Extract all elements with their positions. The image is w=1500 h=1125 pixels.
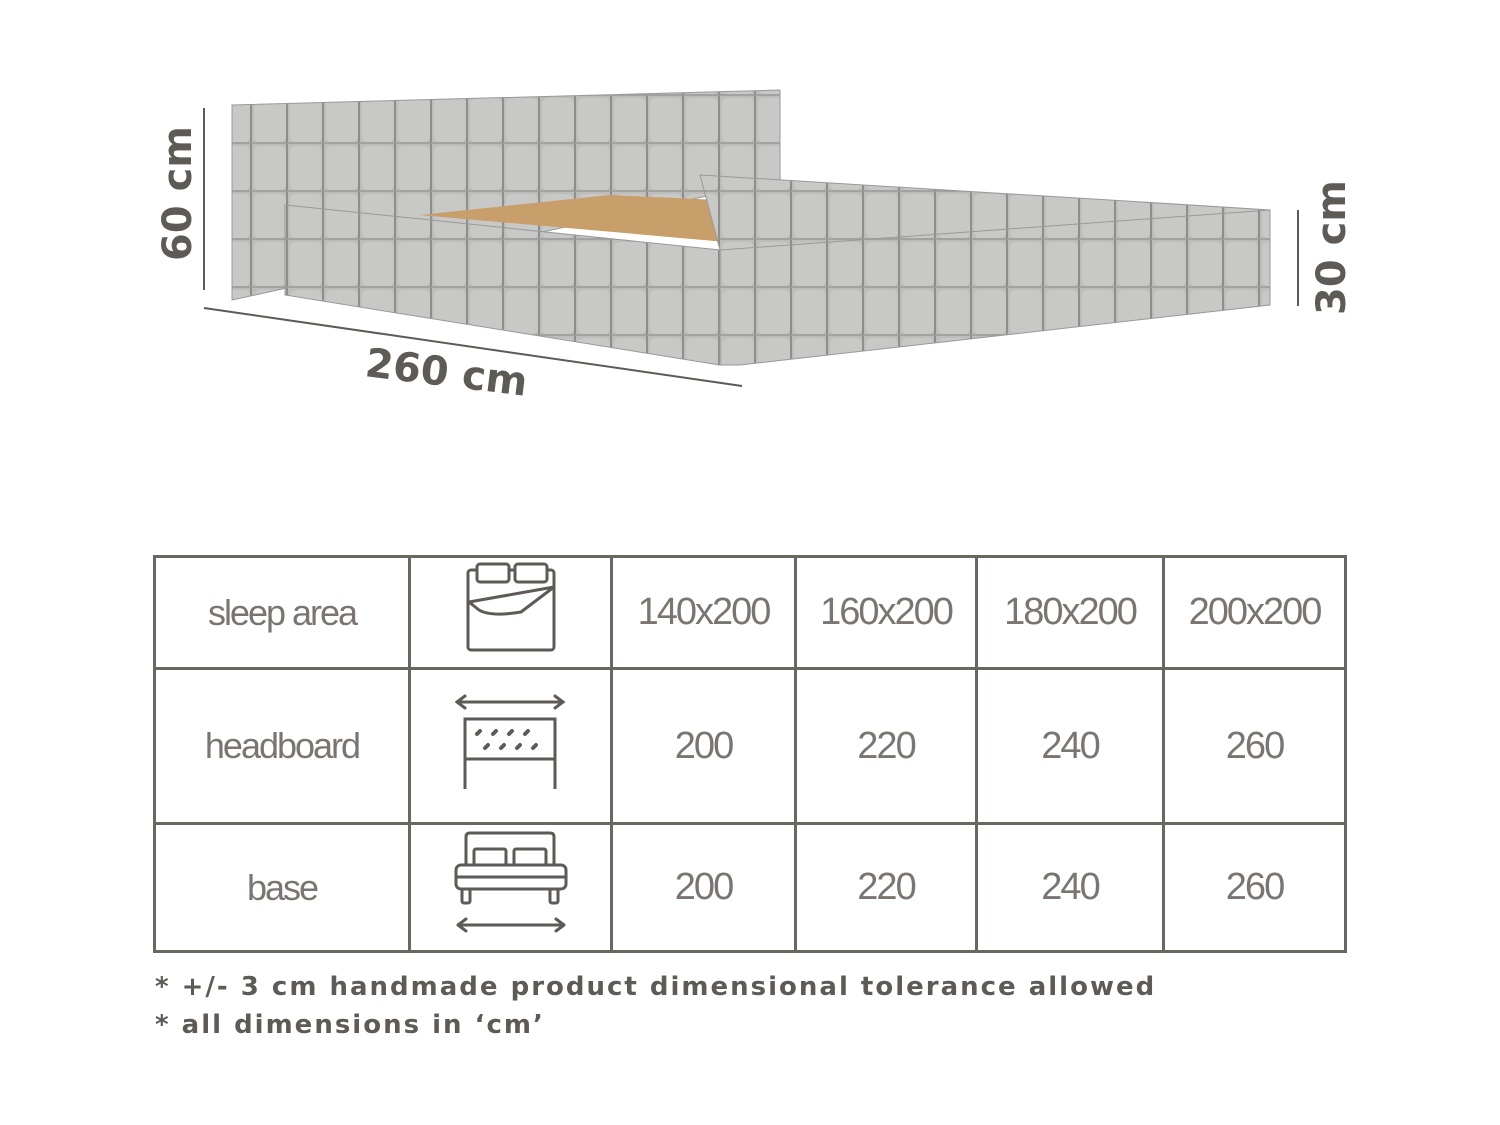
headboard-width-icon: [454, 694, 565, 790]
width-cell: 240: [975, 822, 1165, 953]
width-cell: 200: [610, 667, 797, 825]
table-row: headboard 200 220 240 260: [153, 667, 1347, 825]
size-cell: 200x200: [1162, 555, 1347, 670]
height-headboard-label: 60 cm: [155, 126, 201, 261]
units-note: * all dimensions in ‘cm’: [155, 1010, 545, 1040]
size-table: sleep area 140x200 160x200 180x200 200x2…: [153, 555, 1347, 953]
size-cell: 160x200: [794, 555, 978, 670]
row-label: headboard: [153, 667, 411, 825]
row-label: sleep area: [153, 555, 411, 670]
length-260-line: [203, 307, 743, 387]
bed-base-width-icon: [454, 831, 567, 932]
width-cell: 260: [1162, 667, 1347, 825]
row-icon-cell: [408, 822, 613, 953]
width-cell: 220: [794, 822, 978, 953]
tolerance-note: * +/- 3 cm handmade product dimensional …: [155, 972, 1157, 1002]
width-cell: 220: [794, 667, 978, 825]
bed-illustration: [203, 89, 1299, 387]
width-cell: 260: [1162, 822, 1347, 953]
height-base-label: 30 cm: [1309, 180, 1355, 315]
width-cell: 200: [610, 822, 797, 953]
width-cell: 240: [975, 667, 1165, 825]
row-icon-cell: [408, 555, 613, 670]
foot-rail: [719, 209, 1271, 366]
size-cell: 180x200: [975, 555, 1165, 670]
row-label: base: [153, 822, 411, 953]
row-icon-cell: [408, 667, 613, 825]
table-row: sleep area 140x200 160x200 180x200 200x2…: [153, 555, 1347, 670]
size-cell: 140x200: [610, 555, 797, 670]
mattress-sleep-area-icon: [466, 562, 555, 651]
table-row: base 200 220 240 260: [153, 822, 1347, 953]
